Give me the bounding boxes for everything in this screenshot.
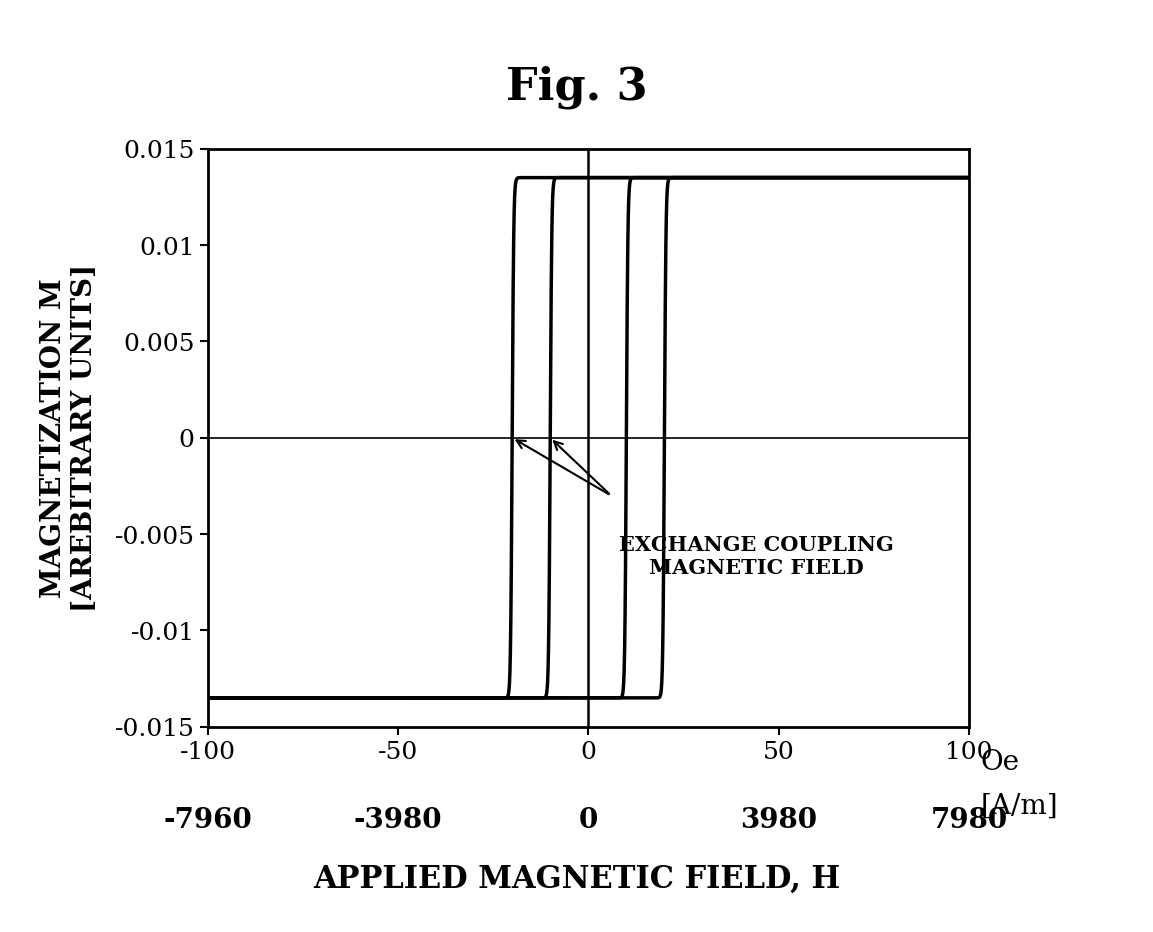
Text: -7960: -7960 <box>164 806 251 833</box>
Y-axis label: MAGNETIZATION M
[AREBITRARY UNITS]: MAGNETIZATION M [AREBITRARY UNITS] <box>39 264 98 612</box>
Text: Fig. 3: Fig. 3 <box>506 65 647 109</box>
Text: [A/m]: [A/m] <box>980 793 1057 819</box>
Text: EXCHANGE COUPLING
MAGNETIC FIELD: EXCHANGE COUPLING MAGNETIC FIELD <box>618 534 894 578</box>
Text: -3980: -3980 <box>354 806 442 833</box>
Text: Oe: Oe <box>980 749 1019 775</box>
Text: APPLIED MAGNETIC FIELD, H: APPLIED MAGNETIC FIELD, H <box>312 864 841 895</box>
Text: 7980: 7980 <box>930 806 1007 833</box>
Text: 0: 0 <box>579 806 597 833</box>
Text: 3980: 3980 <box>740 806 816 833</box>
